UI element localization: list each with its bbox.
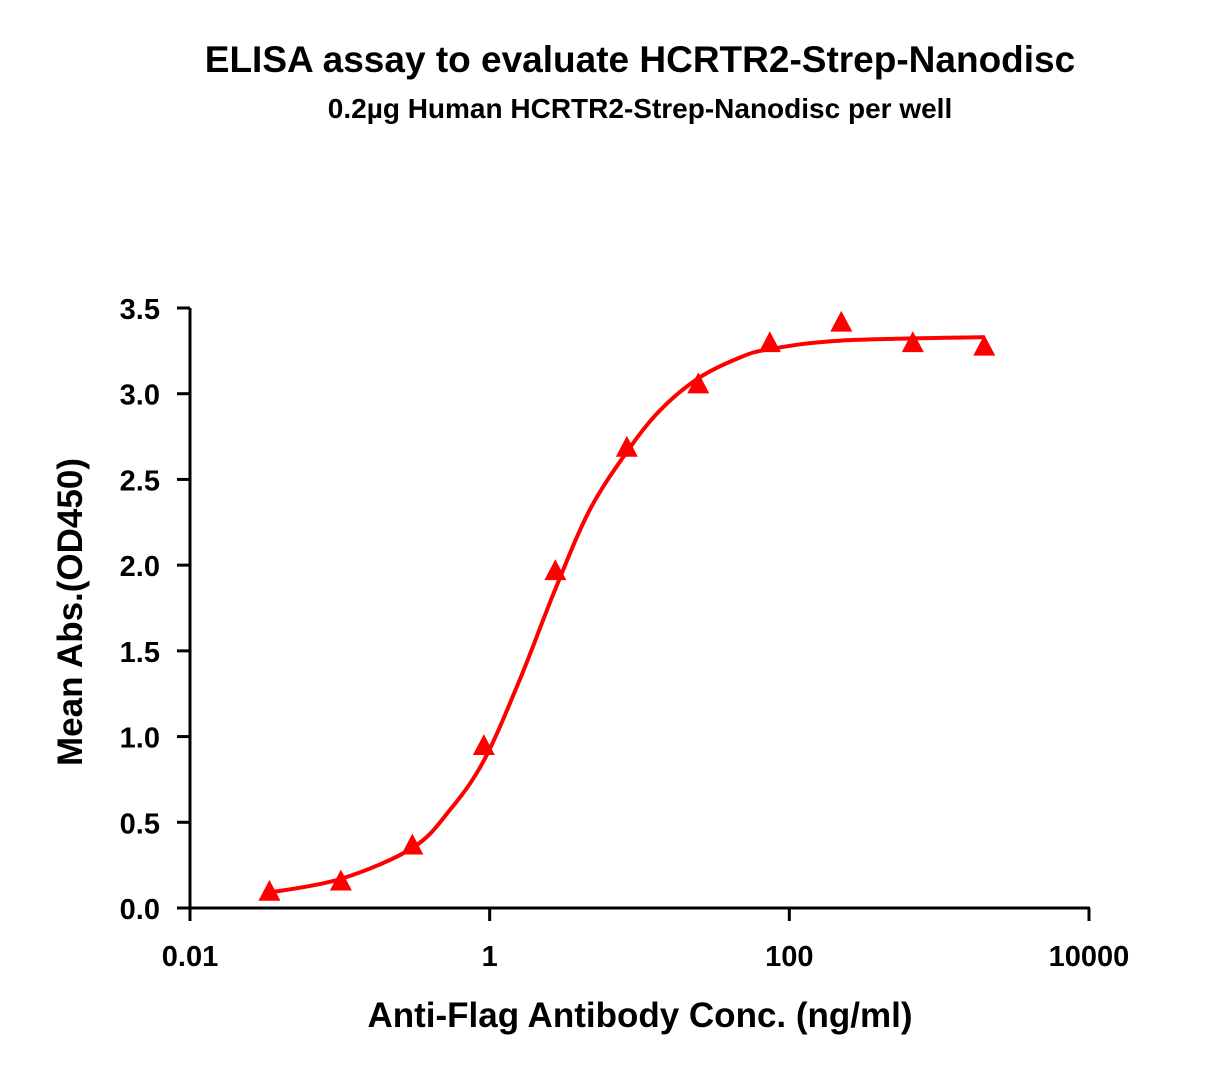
y-tick-label: 2.5 [120,465,160,497]
data-point [258,879,281,901]
fit-curve [269,335,985,895]
y-tick-label: 0.5 [120,808,160,840]
y-axis-label: Mean Abs.(OD450) [51,458,90,766]
y-tick-label: 3.0 [120,380,160,412]
data-point [401,833,424,855]
y-tick-label: 0.0 [120,894,160,926]
data-point [687,372,710,394]
data-point [758,331,781,353]
y-tick-label: 2.0 [120,551,160,583]
data-point [973,334,996,356]
chart-title: ELISA assay to evaluate HCRTR2-Strep-Nan… [205,39,1075,80]
x-tick-label: 1 [482,941,498,973]
x-tick-label: 100 [765,941,813,973]
x-tick-label: 10000 [1049,941,1130,973]
data-point [329,869,352,891]
y-tick-label: 1.0 [120,723,160,755]
y-tick-label: 3.5 [120,294,160,326]
y-tick-label: 1.5 [120,637,160,669]
data-point [472,734,495,756]
data-point [830,310,853,332]
data-point [544,559,567,581]
data-point [615,435,638,457]
x-axis-label: Anti-Flag Antibody Conc. (ng/ml) [367,996,912,1035]
x-tick-label: 0.01 [162,941,218,973]
data-point [901,331,924,353]
chart-subtitle: 0.2µg Human HCRTR2-Strep-Nanodisc per we… [328,93,952,124]
